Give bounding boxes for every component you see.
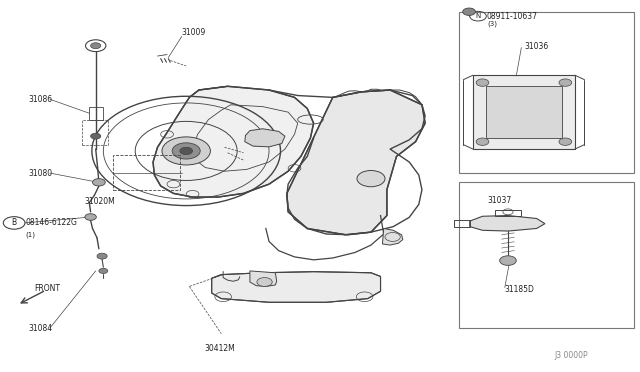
Circle shape <box>476 79 489 86</box>
Bar <box>459 182 634 328</box>
Polygon shape <box>470 215 545 231</box>
Circle shape <box>476 138 489 145</box>
Bar <box>83 119 108 145</box>
Text: 31020M: 31020M <box>84 197 115 206</box>
Polygon shape <box>245 129 285 147</box>
Text: B: B <box>12 218 17 227</box>
Text: J3 0000P: J3 0000P <box>555 351 589 360</box>
Bar <box>486 86 562 138</box>
Circle shape <box>97 253 107 259</box>
Text: (3): (3) <box>487 20 497 27</box>
Bar <box>90 107 103 119</box>
Text: FRONT: FRONT <box>35 284 61 293</box>
Circle shape <box>162 137 211 165</box>
Circle shape <box>93 179 105 186</box>
Text: 31036: 31036 <box>524 42 548 51</box>
Text: 31037: 31037 <box>487 196 511 205</box>
Polygon shape <box>250 271 276 286</box>
Circle shape <box>91 43 100 49</box>
Polygon shape <box>287 90 425 235</box>
Text: N: N <box>476 13 481 19</box>
Circle shape <box>99 268 108 273</box>
Circle shape <box>559 79 572 86</box>
Text: 31086: 31086 <box>28 95 52 104</box>
Circle shape <box>91 133 100 139</box>
Bar <box>459 13 634 173</box>
Polygon shape <box>383 228 403 245</box>
Text: 31009: 31009 <box>182 28 206 37</box>
Text: 08146-6122G: 08146-6122G <box>26 218 77 227</box>
Text: 08911-10637: 08911-10637 <box>487 12 538 21</box>
Circle shape <box>357 170 385 187</box>
Polygon shape <box>153 86 314 197</box>
Text: 31080: 31080 <box>28 169 52 177</box>
Bar <box>473 75 575 149</box>
Circle shape <box>559 138 572 145</box>
Circle shape <box>180 147 193 155</box>
Text: 31185D: 31185D <box>505 285 534 294</box>
Text: (1): (1) <box>26 231 36 238</box>
Circle shape <box>257 278 272 286</box>
Text: 30412M: 30412M <box>204 344 235 353</box>
Polygon shape <box>212 272 381 302</box>
Circle shape <box>500 256 516 265</box>
Circle shape <box>463 8 476 15</box>
Text: 31084: 31084 <box>28 324 52 333</box>
Circle shape <box>85 214 97 220</box>
Bar <box>113 155 180 190</box>
Circle shape <box>172 143 200 159</box>
